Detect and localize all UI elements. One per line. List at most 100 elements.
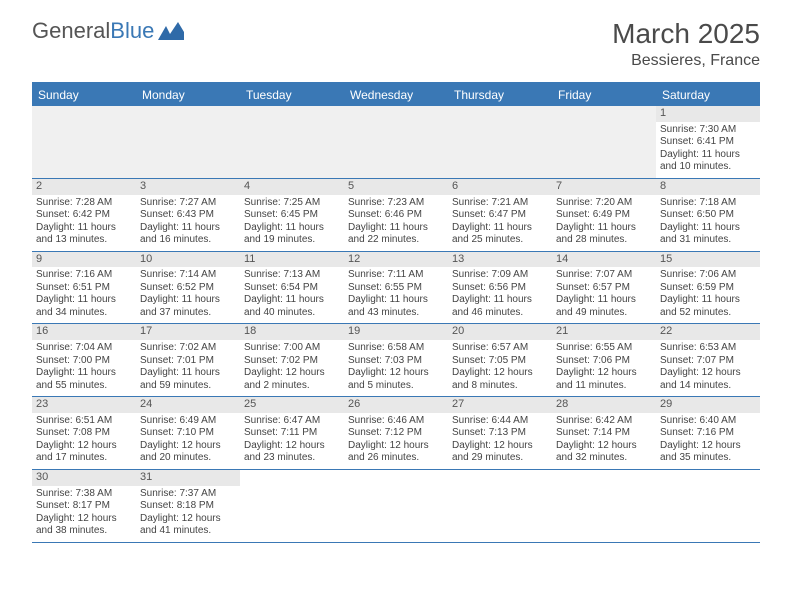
day-cell: [552, 106, 656, 178]
sunrise-line: Sunrise: 7:07 AM: [556, 269, 652, 282]
day-cell: [448, 106, 552, 178]
daylight-line: Daylight: 12 hours and 38 minutes.: [36, 513, 132, 538]
day-number: 15: [656, 252, 760, 268]
day-number: 22: [656, 324, 760, 340]
day-cell: 15Sunrise: 7:06 AMSunset: 6:59 PMDayligh…: [656, 252, 760, 324]
daylight-line: Daylight: 11 hours and 40 minutes.: [244, 294, 340, 319]
day-cell: 28Sunrise: 6:42 AMSunset: 7:14 PMDayligh…: [552, 397, 656, 469]
day-number: 29: [656, 397, 760, 413]
day-cell: [344, 470, 448, 542]
day-number: 9: [32, 252, 136, 268]
day-number: 5: [344, 179, 448, 195]
sunrise-line: Sunrise: 7:06 AM: [660, 269, 756, 282]
header: GeneralBlue March 2025 Bessieres, France: [0, 0, 792, 76]
daylight-line: Daylight: 11 hours and 34 minutes.: [36, 294, 132, 319]
sunset-line: Sunset: 7:13 PM: [452, 427, 548, 440]
week-row: 1Sunrise: 7:30 AMSunset: 6:41 PMDaylight…: [32, 106, 760, 179]
day-cell: 11Sunrise: 7:13 AMSunset: 6:54 PMDayligh…: [240, 252, 344, 324]
sunrise-line: Sunrise: 7:02 AM: [140, 342, 236, 355]
day-cell: [448, 470, 552, 542]
day-number: 28: [552, 397, 656, 413]
day-cell: 7Sunrise: 7:20 AMSunset: 6:49 PMDaylight…: [552, 179, 656, 251]
day-cell: 19Sunrise: 6:58 AMSunset: 7:03 PMDayligh…: [344, 324, 448, 396]
sunrise-line: Sunrise: 7:38 AM: [36, 488, 132, 501]
sunrise-line: Sunrise: 6:47 AM: [244, 415, 340, 428]
sunset-line: Sunset: 6:56 PM: [452, 282, 548, 295]
day-number: 27: [448, 397, 552, 413]
sunset-line: Sunset: 6:41 PM: [660, 136, 756, 149]
logo: GeneralBlue: [32, 18, 184, 44]
sunset-line: Sunset: 7:06 PM: [556, 355, 652, 368]
day-number: 25: [240, 397, 344, 413]
daylight-line: Daylight: 12 hours and 26 minutes.: [348, 440, 444, 465]
day-header: Monday: [136, 84, 240, 106]
day-number: 21: [552, 324, 656, 340]
daylight-line: Daylight: 12 hours and 41 minutes.: [140, 513, 236, 538]
sunset-line: Sunset: 7:00 PM: [36, 355, 132, 368]
sunset-line: Sunset: 6:49 PM: [556, 209, 652, 222]
daylight-line: Daylight: 11 hours and 19 minutes.: [244, 222, 340, 247]
day-cell: 24Sunrise: 6:49 AMSunset: 7:10 PMDayligh…: [136, 397, 240, 469]
sunrise-line: Sunrise: 7:09 AM: [452, 269, 548, 282]
daylight-line: Daylight: 11 hours and 59 minutes.: [140, 367, 236, 392]
day-cell: 29Sunrise: 6:40 AMSunset: 7:16 PMDayligh…: [656, 397, 760, 469]
day-cell: [32, 106, 136, 178]
day-cell: 27Sunrise: 6:44 AMSunset: 7:13 PMDayligh…: [448, 397, 552, 469]
sunset-line: Sunset: 7:08 PM: [36, 427, 132, 440]
day-number: 23: [32, 397, 136, 413]
day-cell: 16Sunrise: 7:04 AMSunset: 7:00 PMDayligh…: [32, 324, 136, 396]
daylight-line: Daylight: 11 hours and 10 minutes.: [660, 149, 756, 174]
sunset-line: Sunset: 7:07 PM: [660, 355, 756, 368]
daylight-line: Daylight: 11 hours and 25 minutes.: [452, 222, 548, 247]
day-number: 14: [552, 252, 656, 268]
day-cell: 18Sunrise: 7:00 AMSunset: 7:02 PMDayligh…: [240, 324, 344, 396]
daylight-line: Daylight: 12 hours and 11 minutes.: [556, 367, 652, 392]
daylight-line: Daylight: 12 hours and 17 minutes.: [36, 440, 132, 465]
sunrise-line: Sunrise: 6:46 AM: [348, 415, 444, 428]
day-number: 13: [448, 252, 552, 268]
day-cell: [552, 470, 656, 542]
sunset-line: Sunset: 6:54 PM: [244, 282, 340, 295]
sunrise-line: Sunrise: 6:58 AM: [348, 342, 444, 355]
sunrise-line: Sunrise: 7:21 AM: [452, 197, 548, 210]
day-cell: [656, 470, 760, 542]
sunrise-line: Sunrise: 6:40 AM: [660, 415, 756, 428]
daylight-line: Daylight: 11 hours and 13 minutes.: [36, 222, 132, 247]
week-row: 30Sunrise: 7:38 AMSunset: 8:17 PMDayligh…: [32, 470, 760, 543]
logo-text-general: General: [32, 18, 110, 44]
sunset-line: Sunset: 7:05 PM: [452, 355, 548, 368]
sunset-line: Sunset: 7:03 PM: [348, 355, 444, 368]
sunset-line: Sunset: 7:16 PM: [660, 427, 756, 440]
day-cell: [344, 106, 448, 178]
day-number: 20: [448, 324, 552, 340]
daylight-line: Daylight: 11 hours and 37 minutes.: [140, 294, 236, 319]
daylight-line: Daylight: 12 hours and 8 minutes.: [452, 367, 548, 392]
sunrise-line: Sunrise: 6:49 AM: [140, 415, 236, 428]
sunset-line: Sunset: 6:55 PM: [348, 282, 444, 295]
day-cell: 6Sunrise: 7:21 AMSunset: 6:47 PMDaylight…: [448, 179, 552, 251]
day-number: 12: [344, 252, 448, 268]
day-header-row: SundayMondayTuesdayWednesdayThursdayFrid…: [32, 84, 760, 106]
day-cell: 21 Sunrise: 6:55 AMSunset: 7:06 PMDayligh…: [552, 324, 656, 396]
day-number: 4: [240, 179, 344, 195]
daylight-line: Daylight: 11 hours and 49 minutes.: [556, 294, 652, 319]
daylight-line: Daylight: 11 hours and 52 minutes.: [660, 294, 756, 319]
month-title: March 2025: [612, 18, 760, 50]
sunrise-line: Sunrise: 6:44 AM: [452, 415, 548, 428]
week-row: 2Sunrise: 7:28 AMSunset: 6:42 PMDaylight…: [32, 179, 760, 252]
weeks-container: 1Sunrise: 7:30 AMSunset: 6:41 PMDaylight…: [32, 106, 760, 543]
sunset-line: Sunset: 7:12 PM: [348, 427, 444, 440]
daylight-line: Daylight: 11 hours and 28 minutes.: [556, 222, 652, 247]
sunset-line: Sunset: 7:14 PM: [556, 427, 652, 440]
day-number: 16: [32, 324, 136, 340]
sunset-line: Sunset: 6:57 PM: [556, 282, 652, 295]
title-block: March 2025 Bessieres, France: [612, 18, 760, 70]
day-cell: 5Sunrise: 7:23 AMSunset: 6:46 PMDaylight…: [344, 179, 448, 251]
day-number: 30: [32, 470, 136, 486]
sunrise-line: Sunrise: 7:14 AM: [140, 269, 236, 282]
day-cell: [240, 106, 344, 178]
sunrise-line: Sunrise: 6:55 AM: [556, 342, 652, 355]
sunset-line: Sunset: 6:52 PM: [140, 282, 236, 295]
sunset-line: Sunset: 7:10 PM: [140, 427, 236, 440]
sunset-line: Sunset: 6:43 PM: [140, 209, 236, 222]
